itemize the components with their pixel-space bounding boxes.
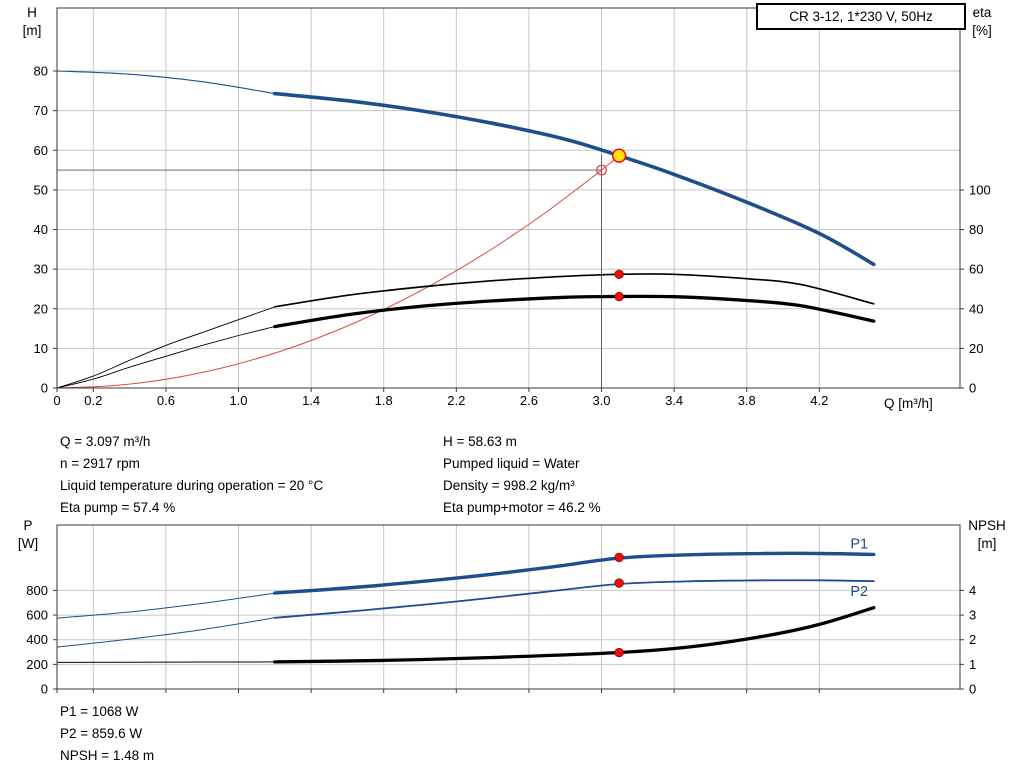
p2-value: P2 = 859.6 W (60, 726, 143, 741)
y-tick-label-right: 60 (969, 262, 983, 277)
y-tick-label-right: 0 (969, 682, 976, 697)
duty-info-left: Q = 3.097 m³/h n = 2917 rpm Liquid tempe… (60, 431, 323, 519)
y-tick-label-right: 40 (969, 301, 983, 316)
density-value: Density = 998.2 kg/m³ (443, 478, 575, 493)
y-tick-label-left: 30 (34, 262, 48, 277)
eta-pump-curve (273, 273, 875, 308)
y-tick-label-right: 20 (969, 341, 983, 356)
y-tick-label-left: 40 (34, 222, 48, 237)
x-tick-label: 1.0 (229, 393, 247, 408)
power-axis-symbol: P (23, 518, 33, 533)
speed-value: n = 2917 rpm (60, 456, 140, 471)
npsh-axis-symbol: NPSH (968, 518, 1006, 533)
x-tick-label: 0 (53, 393, 60, 408)
y-tick-label-left: 200 (26, 657, 48, 672)
duty-point (611, 148, 627, 163)
y-tick-label-left: 70 (34, 103, 48, 118)
x-tick-label: 2.6 (520, 393, 538, 408)
npsh-axis-title: NPSH [m] (963, 517, 1011, 553)
pumped-liquid-value: Pumped liquid = Water (443, 456, 580, 471)
eta-pump-lead (56, 306, 276, 389)
power-info: P1 = 1068 W P2 = 859.6 W NPSH = 1.48 m (60, 701, 154, 767)
x-tick-label: 0.6 (157, 393, 175, 408)
p2-duty-dot (614, 578, 624, 588)
p1-duty-dot (614, 552, 624, 563)
y-tick-label-left: 10 (34, 341, 48, 356)
npsh-duty-dot (614, 647, 624, 658)
y-tick-label-left: 60 (34, 143, 48, 158)
x-tick-label: 3.8 (738, 393, 756, 408)
p1-curve-label: P1 (850, 537, 868, 553)
x-tick-label: 3.0 (592, 393, 610, 408)
head-curve (273, 91, 876, 267)
x-tick-label: 2.2 (447, 393, 465, 408)
p2-curve (273, 579, 875, 619)
x-tick-label: 4.2 (810, 393, 828, 408)
head-value: H = 58.63 m (443, 434, 517, 449)
y-tick-label-right: 0 (969, 381, 976, 396)
head-axis-unit: [m] (22, 23, 42, 38)
y-tick-label-right: 2 (969, 632, 976, 647)
npsh-axis-unit: [m] (977, 536, 997, 551)
p1-curve (273, 551, 876, 595)
flow-value: Q = 3.097 m³/h (60, 434, 151, 449)
p2-curve-label: P2 (850, 584, 868, 600)
y-tick-label-left: 800 (26, 583, 48, 598)
eta-pump-motor-duty-dot (614, 291, 624, 302)
system-curve (56, 155, 620, 389)
eta-axis-unit: [%] (972, 23, 992, 38)
y-tick-label-left: 50 (34, 182, 48, 197)
npsh-value: NPSH = 1.48 m (60, 748, 155, 763)
plot-border (56, 524, 961, 690)
y-tick-label-left: 0 (41, 682, 48, 697)
eta-pump-motor-curve (273, 294, 876, 329)
x-tick-label: 0.2 (84, 393, 102, 408)
eta-pump-motor-lead (56, 326, 276, 389)
power-axis-title: P [W] (10, 517, 46, 553)
y-tick-label-left: 20 (34, 301, 48, 316)
p2-lead (56, 617, 276, 648)
eta-axis-symbol: eta (972, 5, 992, 20)
liquid-temperature-value: Liquid temperature during operation = 20… (60, 478, 324, 493)
requested-duty-point (596, 164, 607, 176)
flow-axis-title: Q [m³/h] (884, 396, 933, 411)
y-tick-label-right: 4 (969, 583, 976, 598)
eta-pump-motor-value: Eta pump+motor = 46.2 % (443, 500, 601, 515)
duty-info-right: H = 58.63 m Pumped liquid = Water Densit… (443, 431, 601, 519)
pump-model-box: CR 3-12, 1*230 V, 50Hz (756, 3, 966, 30)
y-tick-label-right: 1 (969, 657, 976, 672)
pump-model-label: CR 3-12, 1*230 V, 50Hz (789, 9, 933, 24)
p1-value: P1 = 1068 W (60, 704, 139, 719)
npsh-lead (56, 661, 276, 663)
y-tick-label-left: 600 (26, 608, 48, 623)
y-tick-label-left: 400 (26, 632, 48, 647)
head-axis-title: H [m] (14, 4, 50, 40)
y-tick-label-left: 0 (41, 381, 48, 396)
y-tick-label-right: 100 (969, 182, 991, 197)
eta-pump-value: Eta pump = 57.4 % (60, 500, 176, 515)
npsh-curve (273, 606, 876, 664)
power-axis-unit: [W] (17, 536, 39, 551)
eta-axis-title: eta [%] (962, 4, 1002, 40)
plot-border (56, 7, 961, 389)
y-tick-label-right: 80 (969, 222, 983, 237)
eta-pump-duty-dot (614, 269, 624, 280)
y-tick-label-right: 3 (969, 608, 976, 623)
x-tick-label: 1.8 (375, 393, 393, 408)
head-curve-lead (56, 70, 276, 95)
head-axis-symbol: H (27, 5, 37, 20)
x-tick-label: 3.4 (665, 393, 683, 408)
x-tick-label: 1.4 (302, 393, 320, 408)
p1-lead (56, 592, 276, 619)
y-tick-label-left: 80 (34, 64, 48, 79)
